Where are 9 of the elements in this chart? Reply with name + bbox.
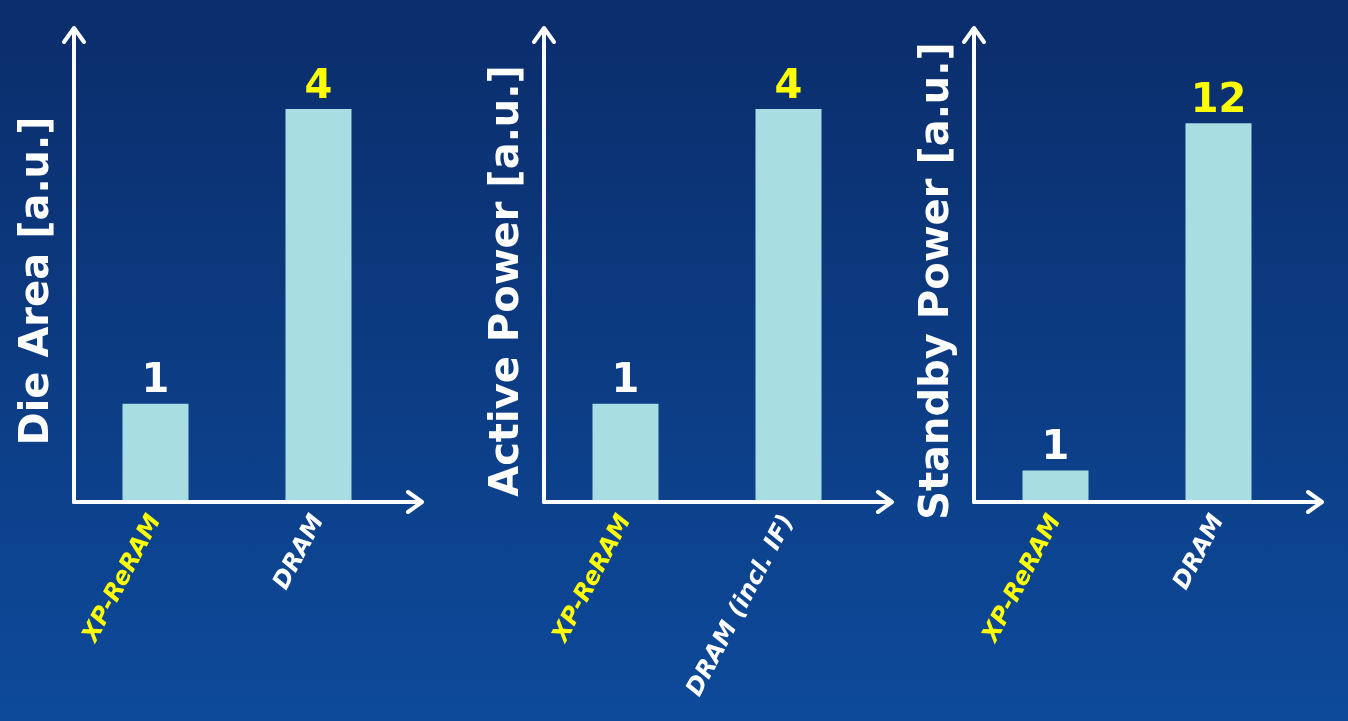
data-label: 1 [1041,421,1070,468]
data-label: 1 [141,355,170,402]
data-label: 12 [1190,74,1247,121]
data-label: 4 [304,60,333,107]
data-label: 4 [774,60,803,107]
y-axis-title: Active Power [a.u.] [481,65,528,497]
data-label: 1 [611,355,640,402]
y-axis-title: Die Area [a.u.] [11,116,58,446]
y-axis-title: Standby Power [a.u.] [911,42,958,520]
